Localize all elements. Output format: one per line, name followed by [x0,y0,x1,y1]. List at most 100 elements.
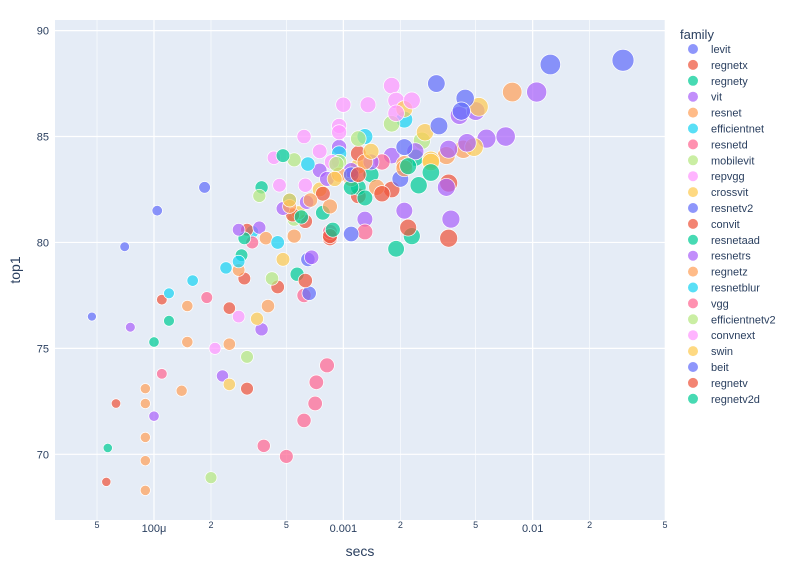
data-point[interactable] [356,189,374,207]
data-point[interactable] [383,77,401,95]
data-point[interactable] [312,143,328,160]
legend-item-resnetv2[interactable]: resnetv2 [688,203,753,215]
data-point[interactable] [186,274,199,287]
data-point[interactable] [240,381,254,396]
data-point[interactable] [216,369,229,383]
data-point[interactable] [219,261,233,275]
data-point[interactable] [119,241,130,252]
data-point[interactable] [200,291,214,304]
legend-item-repvgg[interactable]: repvgg [688,171,745,183]
data-point[interactable] [148,410,160,422]
legend-item-regnetv2d[interactable]: regnetv2d [688,393,760,406]
data-point[interactable] [297,177,313,193]
legend-item-convit[interactable]: convit [688,218,740,231]
data-point[interactable] [301,285,317,301]
legend-item-efficientnet[interactable]: efficientnet [688,123,764,136]
data-point[interactable] [139,383,151,395]
data-point[interactable] [175,384,188,397]
data-point[interactable] [326,171,343,187]
data-point[interactable] [272,178,287,193]
data-point[interactable] [222,377,236,391]
data-point[interactable] [350,166,367,183]
legend-item-resnetd[interactable]: resnetd [688,139,748,151]
data-point[interactable] [204,471,218,484]
legend-item-regnetv[interactable]: regnetv [688,377,748,390]
data-point[interactable] [125,321,136,333]
data-point[interactable] [319,357,335,374]
data-point[interactable] [256,438,271,453]
data-point[interactable] [399,218,417,237]
data-point[interactable] [439,228,458,248]
data-point[interactable] [270,235,285,250]
data-point[interactable] [110,398,122,409]
data-point[interactable] [275,252,291,267]
data-point[interactable] [139,484,151,496]
data-point[interactable] [315,186,331,202]
data-point[interactable] [457,133,477,153]
data-point[interactable] [293,209,309,225]
data-point[interactable] [429,116,449,136]
legend-item-resnetaad[interactable]: resnetaad [688,234,760,247]
data-point[interactable] [328,156,345,172]
legend-item-mobilevit[interactable]: mobilevit [688,155,754,167]
data-point[interactable] [427,74,446,93]
data-point[interactable] [526,81,548,103]
data-point[interactable] [395,138,414,156]
data-point[interactable] [387,104,405,122]
data-point[interactable] [350,130,367,147]
data-point[interactable] [304,249,320,265]
data-point[interactable] [362,143,380,160]
legend-item-resnetblur[interactable]: resnetblur [688,282,760,295]
data-point[interactable] [156,293,168,306]
data-point[interactable] [198,181,211,194]
data-point[interactable] [222,337,236,351]
data-point[interactable] [437,178,456,197]
legend-item-resnet[interactable]: resnet [688,107,742,120]
data-point[interactable] [331,124,348,141]
data-point[interactable] [441,209,461,229]
data-point[interactable] [240,350,254,364]
data-point[interactable] [87,311,97,322]
data-point[interactable] [307,395,323,412]
data-point[interactable] [502,81,523,103]
data-point[interactable] [308,374,324,390]
legend-item-swin[interactable]: swin [688,346,733,358]
data-point[interactable] [399,157,417,175]
data-point[interactable] [232,223,246,237]
data-point[interactable] [232,254,246,269]
data-point[interactable] [151,205,163,217]
data-point[interactable] [300,156,316,172]
data-point[interactable] [297,273,313,289]
legend-item-resnetrs[interactable]: resnetrs [688,250,751,263]
data-point[interactable] [387,240,405,258]
legend-item-regnety[interactable]: regnety [688,75,748,88]
data-point[interactable] [356,223,374,241]
data-point[interactable] [409,176,428,195]
data-point[interactable] [451,101,471,121]
data-point[interactable] [163,315,175,327]
data-point[interactable] [611,48,635,72]
data-point[interactable] [359,96,377,114]
data-point[interactable] [495,126,516,147]
legend-item-crossvit[interactable]: crossvit [688,187,748,199]
data-point[interactable] [373,185,391,203]
legend-item-regnetz[interactable]: regnetz [688,266,748,279]
data-point[interactable] [163,287,175,300]
data-point[interactable] [439,139,458,159]
data-point[interactable] [335,96,352,113]
legend-item-vit[interactable]: vit [688,91,722,104]
data-point[interactable] [260,299,276,314]
data-point[interactable] [208,342,222,355]
data-point[interactable] [322,198,338,215]
data-point[interactable] [539,53,561,76]
data-point[interactable] [286,228,302,244]
data-point[interactable] [395,201,414,220]
data-point[interactable] [282,192,297,208]
data-point[interactable] [275,148,291,163]
data-point[interactable] [101,476,112,487]
data-point[interactable] [148,336,160,348]
data-point[interactable] [250,311,264,326]
data-point[interactable] [252,188,267,203]
data-point[interactable] [222,301,236,315]
data-point[interactable] [402,91,421,110]
